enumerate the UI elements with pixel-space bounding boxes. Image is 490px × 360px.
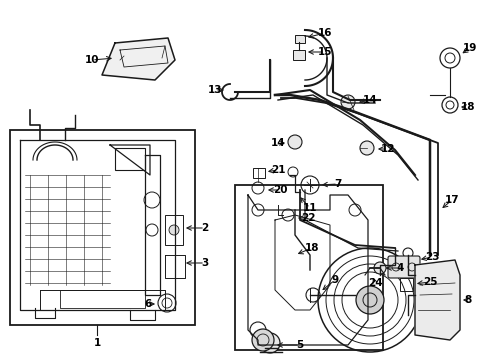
Bar <box>295 35 305 43</box>
Text: 21: 21 <box>271 165 285 175</box>
Text: 4: 4 <box>396 263 404 273</box>
Bar <box>400 278 413 291</box>
Circle shape <box>169 225 179 235</box>
Text: 17: 17 <box>445 195 459 205</box>
Text: 3: 3 <box>201 258 209 268</box>
Text: 16: 16 <box>318 28 332 38</box>
Text: 15: 15 <box>318 47 332 57</box>
Circle shape <box>356 286 384 314</box>
Text: 18: 18 <box>305 243 319 253</box>
Text: 12: 12 <box>381 144 395 154</box>
Text: 10: 10 <box>85 55 99 65</box>
Text: 22: 22 <box>301 213 315 223</box>
Circle shape <box>288 135 302 149</box>
Bar <box>235 185 383 350</box>
Text: 14: 14 <box>363 95 377 105</box>
Circle shape <box>341 95 355 109</box>
Bar <box>128 50 153 64</box>
Circle shape <box>260 333 280 353</box>
Bar <box>253 168 265 178</box>
FancyBboxPatch shape <box>388 256 420 278</box>
Bar <box>10 130 195 325</box>
Text: 14: 14 <box>270 138 285 148</box>
Text: 18: 18 <box>461 102 475 112</box>
Polygon shape <box>102 38 175 80</box>
Text: 7: 7 <box>334 179 342 189</box>
Text: 25: 25 <box>423 277 437 287</box>
Text: 1: 1 <box>94 338 100 348</box>
Bar <box>115 148 145 170</box>
Text: 13: 13 <box>208 85 222 95</box>
Circle shape <box>374 262 386 274</box>
Polygon shape <box>415 260 460 340</box>
Bar <box>133 54 148 61</box>
Bar <box>293 50 305 60</box>
Text: 9: 9 <box>331 275 339 285</box>
Text: 8: 8 <box>465 295 471 305</box>
Text: 23: 23 <box>425 252 439 262</box>
Text: 24: 24 <box>368 278 382 288</box>
Circle shape <box>360 141 374 155</box>
Text: 6: 6 <box>145 299 151 309</box>
Text: 11: 11 <box>303 203 317 213</box>
Text: 5: 5 <box>296 340 304 350</box>
Text: 20: 20 <box>273 185 287 195</box>
Text: 2: 2 <box>201 223 209 233</box>
Circle shape <box>252 329 274 351</box>
Bar <box>165 215 183 245</box>
Text: 19: 19 <box>463 43 477 53</box>
